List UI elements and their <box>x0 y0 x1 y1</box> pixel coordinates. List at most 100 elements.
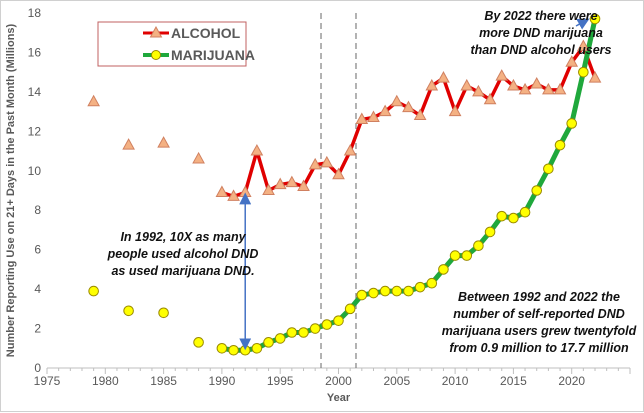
marijuana-data-point <box>473 240 484 252</box>
marijuana-data-point <box>251 342 263 354</box>
alcohol-data-point <box>320 155 334 168</box>
marijuana-data-point <box>368 287 379 299</box>
marijuana-data-point <box>589 13 601 25</box>
y-tick-label: 4 <box>34 282 41 296</box>
y-axis-title: Number Reporting Use on 21+ Days in the … <box>5 23 17 357</box>
annotation-2022-line: than DND alcohol users <box>471 43 612 57</box>
alcohol-data-point <box>250 144 264 156</box>
annotation-1992-line: as used marijuana DND. <box>111 264 254 278</box>
legend-circle-icon <box>151 50 161 60</box>
annotation-2022-line: By 2022 there were <box>484 9 597 23</box>
marijuana-data-point <box>496 210 508 222</box>
marijuana-data-point <box>391 285 403 297</box>
annotation-2022-line: more DND marijuana <box>479 26 603 40</box>
marijuana-data-point <box>263 337 274 348</box>
marijuana-data-point <box>286 327 298 338</box>
alcohol-data-point <box>87 94 100 107</box>
marijuana-data-point <box>309 323 321 334</box>
annotation-1992-line: people used alcohol DND <box>107 247 259 261</box>
alcohol-data-point <box>588 71 602 83</box>
alcohol-data-point <box>472 84 485 97</box>
annotation-growth-line: number of self-reported DND <box>453 307 625 321</box>
y-tick-label: 14 <box>28 85 42 99</box>
alcohol-data-point <box>367 110 380 123</box>
alcohol-data-point <box>437 71 450 83</box>
arrow-2022 <box>575 18 590 30</box>
alcohol-data-point <box>378 104 392 117</box>
marijuana-data-point <box>193 337 204 348</box>
alcohol-data-point <box>215 185 229 197</box>
legend-box <box>97 21 247 67</box>
marijuana-data-point <box>426 277 438 289</box>
marijuana-data-point <box>508 212 519 224</box>
x-tick-label: 2015 <box>500 374 527 388</box>
alcohol-data-point <box>460 78 474 91</box>
alcohol-data-point <box>297 179 310 192</box>
x-tick-label: 1975 <box>34 374 61 388</box>
x-tick-label: 2010 <box>442 374 469 388</box>
series-line-alcohol <box>221 44 597 199</box>
marijuana-data-point <box>228 344 239 356</box>
alcohol-data-point <box>483 92 497 105</box>
alcohol-data-point <box>413 108 427 121</box>
marijuana-data-point <box>88 285 99 297</box>
y-tick-label: 0 <box>34 361 41 375</box>
alcohol-data-point <box>273 177 287 190</box>
marijuana-data-point <box>543 163 554 175</box>
y-tick-label: 2 <box>34 322 41 336</box>
alcohol-data-point <box>507 78 520 91</box>
y-tick-label: 6 <box>34 243 41 257</box>
annotation-growth-line: Between 1992 and 2022 the <box>458 290 620 304</box>
marijuana-data-point <box>274 333 286 344</box>
marijuana-data-point <box>554 139 566 151</box>
x-tick-label: 1995 <box>267 374 294 388</box>
marijuana-data-point <box>344 303 356 315</box>
marijuana-data-point <box>216 342 228 354</box>
legend-alcohol-label: ALCOHOL <box>171 25 241 41</box>
alcohol-data-point <box>227 189 240 201</box>
x-tick-label: 1980 <box>92 374 119 388</box>
marijuana-data-point <box>578 66 589 78</box>
alcohol-data-point <box>262 183 275 195</box>
alcohol-data-point <box>355 112 369 124</box>
marijuana-data-point <box>531 185 543 196</box>
alcohol-data-point <box>238 185 252 197</box>
alcohol-data-point <box>285 175 299 188</box>
x-tick-label: 1985 <box>150 374 177 388</box>
marijuana-data-point <box>123 305 134 317</box>
marijuana-data-point <box>403 285 414 297</box>
alcohol-data-point <box>157 136 170 148</box>
alcohol-data-point <box>192 151 205 164</box>
marijuana-data-point <box>379 285 391 297</box>
marijuana-data-point <box>356 289 368 301</box>
alcohol-data-point <box>425 78 439 91</box>
marijuana-data-point <box>333 315 344 326</box>
alcohol-data-point <box>530 76 544 89</box>
alcohol-data-point <box>343 144 357 156</box>
marijuana-data-point <box>566 118 578 129</box>
alcohol-data-point <box>495 69 509 81</box>
y-tick-label: 16 <box>28 45 42 59</box>
alcohol-data-point <box>518 82 532 95</box>
alcohol-data-point <box>390 94 404 107</box>
marijuana-data-point <box>449 250 461 261</box>
marijuana-data-point <box>321 319 333 330</box>
annotation-1992-line: In 1992, 10X as many <box>120 230 246 244</box>
y-tick-label: 12 <box>28 124 42 138</box>
alcohol-data-point <box>577 39 590 52</box>
alcohol-data-point <box>448 104 462 117</box>
alcohol-data-point <box>565 55 579 67</box>
legend-marijuana-label: MARIJUANA <box>171 47 255 63</box>
marijuana-data-point <box>519 206 531 218</box>
alcohol-data-point <box>308 157 322 170</box>
y-tick-label: 8 <box>34 203 41 217</box>
x-axis-title: Year <box>327 392 351 404</box>
x-tick-label: 2005 <box>383 374 410 388</box>
x-tick-label: 2020 <box>558 374 585 388</box>
x-tick-label: 2000 <box>325 374 352 388</box>
marijuana-data-point <box>438 264 449 275</box>
annotation-growth-line: marijuana users grew twentyfold <box>442 324 637 338</box>
marijuana-data-point <box>298 327 309 338</box>
